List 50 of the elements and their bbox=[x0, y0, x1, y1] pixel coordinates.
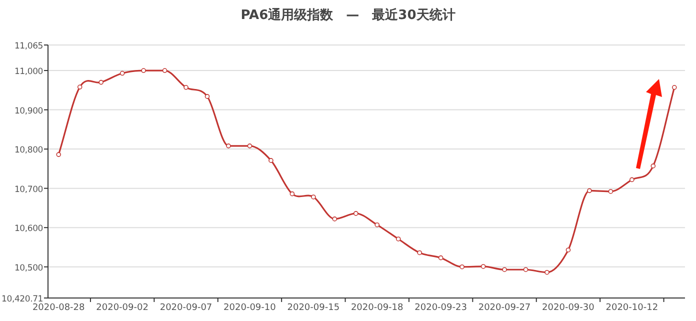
point bbox=[438, 255, 444, 260]
y-tick-label: 10,420.71 bbox=[2, 294, 43, 304]
point bbox=[502, 267, 507, 272]
y-tick-label: 11,065 bbox=[14, 42, 43, 52]
y-tick-label: 10,500 bbox=[14, 263, 43, 274]
point bbox=[162, 68, 168, 73]
x-tick-label: 2020-09-15 bbox=[287, 303, 340, 313]
y-tick-label: 11,000 bbox=[14, 67, 43, 78]
y-tick-label: 10,800 bbox=[14, 146, 43, 156]
x-tick-label: 2020-09-10 bbox=[224, 303, 276, 313]
line-series bbox=[56, 68, 677, 275]
point bbox=[523, 267, 528, 272]
point bbox=[672, 85, 677, 90]
x-tick-label: 2020-09-30 bbox=[542, 303, 595, 313]
point bbox=[268, 158, 274, 163]
point bbox=[332, 216, 338, 222]
point bbox=[417, 250, 422, 256]
point bbox=[290, 191, 295, 196]
y-tick-label: 10,900 bbox=[14, 106, 43, 116]
x-tick-label: 2020-09-02 bbox=[96, 303, 148, 313]
chart-title: PA6通用级指数 — 最近30天统计 bbox=[240, 7, 456, 23]
point bbox=[630, 177, 634, 182]
point bbox=[120, 70, 125, 76]
point bbox=[460, 264, 464, 270]
point bbox=[650, 164, 656, 168]
point bbox=[608, 189, 614, 194]
x-tick-label: 2020-09-18 bbox=[350, 303, 404, 313]
point bbox=[226, 144, 231, 148]
point bbox=[544, 270, 550, 275]
point bbox=[247, 144, 252, 148]
y-tick-label: 10,700 bbox=[14, 184, 43, 195]
point bbox=[587, 188, 592, 194]
point bbox=[566, 248, 571, 252]
point bbox=[396, 236, 401, 242]
point bbox=[184, 85, 188, 90]
x-tick-label: 2020-09-27 bbox=[478, 303, 531, 313]
point bbox=[204, 94, 210, 99]
point bbox=[480, 264, 486, 269]
x-tick-label: 2020-09-07 bbox=[160, 303, 212, 313]
point bbox=[374, 222, 380, 228]
x-tick-label: 2020-08-28 bbox=[32, 303, 86, 313]
point bbox=[56, 152, 62, 157]
x-tick-label: 2020-10-12 bbox=[606, 303, 658, 313]
x-tick-label: 2020-09-23 bbox=[414, 303, 467, 313]
point bbox=[311, 194, 316, 200]
y-tick-label: 10,600 bbox=[14, 224, 43, 234]
point bbox=[77, 84, 82, 90]
point bbox=[141, 68, 146, 73]
point bbox=[98, 80, 104, 85]
point bbox=[353, 211, 358, 216]
